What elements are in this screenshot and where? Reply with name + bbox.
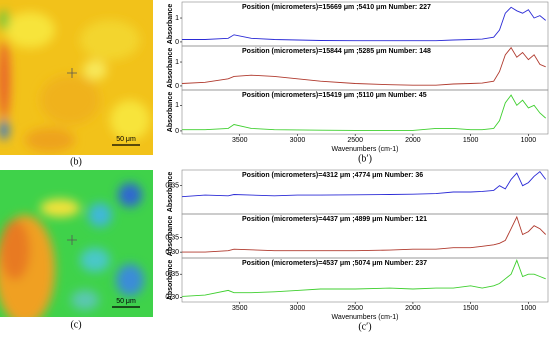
x-axis-label: Wavenumbers (cm-1) (331, 146, 398, 153)
x-tick-label: 1500 (463, 137, 479, 144)
panel-title: Position (micrometers)=15669 μm ;5410 μm… (242, 4, 431, 11)
panel-title: Position (micrometers)=15844 μm ;5285 μm… (242, 48, 431, 55)
y-tick-label: 0.30 (165, 294, 179, 301)
x-tick-label: 2500 (347, 305, 363, 312)
y-tick-label: 1 (175, 59, 179, 66)
spectrum-line (182, 215, 547, 253)
image-label: (c) (70, 319, 81, 330)
panel-label: (c′) (358, 321, 371, 332)
y-axis-label: Absorbance (167, 216, 174, 257)
y-tick-label: 0.30 (165, 249, 179, 256)
y-tick-label: 0 (175, 83, 179, 90)
y-tick-label: 1 (175, 102, 179, 109)
spectrum-line (181, 170, 547, 198)
spectrum-line (182, 6, 546, 42)
y-tick-label: 0.35 (165, 183, 179, 190)
y-tick-label: 0.35 (165, 234, 179, 241)
panel-frame (181, 257, 549, 303)
y-tick-label: 0 (175, 128, 179, 135)
scale-label: 50 μm (116, 136, 136, 143)
x-tick-label: 2000 (405, 137, 421, 144)
x-tick-label: 2500 (347, 137, 363, 144)
scale-label: 50 μm (116, 298, 136, 305)
image-label: (b) (70, 156, 82, 167)
x-tick-label: 1500 (463, 305, 479, 312)
spectrum-line (182, 94, 546, 131)
panel-title: Position (micrometers)=15419 μm ;5110 μm… (242, 92, 427, 99)
x-tick-label: 3000 (290, 137, 306, 144)
spectrum-line (181, 46, 546, 86)
panel-title: Position (micrometers)=4437 μm ;4899 μm … (242, 216, 427, 223)
x-tick-label: 3500 (232, 305, 248, 312)
x-tick-label: 1000 (521, 137, 537, 144)
y-axis-label: Absorbance (167, 260, 174, 301)
spectrum-line (181, 259, 546, 297)
y-tick-label: 0.35 (165, 271, 179, 278)
y-tick-label: 0 (175, 39, 179, 46)
map-c (0, 170, 153, 317)
x-tick-label: 1000 (521, 305, 537, 312)
panel-frame (181, 89, 549, 135)
x-tick-label: 2000 (405, 305, 421, 312)
y-axis-label: Absorbance (167, 4, 174, 45)
y-axis-label: Absorbance (167, 172, 174, 213)
panel-title: Position (micrometers)=4537 μm ;5074 μm … (242, 260, 427, 267)
x-axis-label: Wavenumbers (cm-1) (331, 314, 398, 321)
panel-label: (b′) (358, 153, 372, 164)
y-axis-label: Absorbance (167, 48, 174, 89)
map-b (0, 0, 153, 155)
panel-title: Position (micrometers)=4312 μm ;4774 μm … (242, 172, 423, 179)
y-tick-label: 1 (175, 15, 179, 22)
x-tick-label: 3000 (290, 305, 306, 312)
y-axis-label: Absorbance (167, 92, 174, 133)
x-tick-label: 3500 (232, 137, 248, 144)
